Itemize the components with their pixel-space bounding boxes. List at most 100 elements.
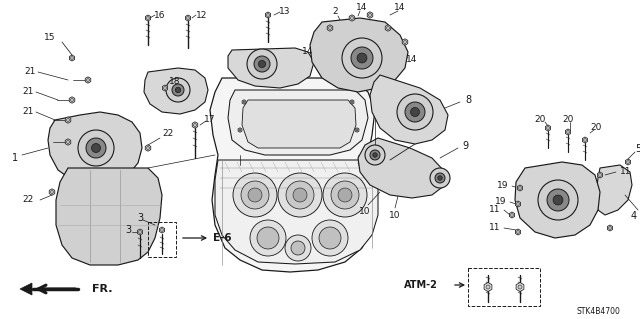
- Circle shape: [139, 231, 141, 234]
- Polygon shape: [515, 162, 600, 238]
- Circle shape: [547, 189, 569, 211]
- Polygon shape: [355, 128, 359, 132]
- Bar: [148, 222, 176, 257]
- Polygon shape: [85, 77, 91, 83]
- Circle shape: [356, 129, 358, 131]
- Circle shape: [342, 38, 382, 78]
- Polygon shape: [48, 112, 142, 185]
- Circle shape: [172, 84, 184, 96]
- Polygon shape: [56, 168, 162, 265]
- Circle shape: [435, 173, 445, 183]
- Text: 8: 8: [465, 95, 471, 105]
- Circle shape: [147, 17, 149, 19]
- Circle shape: [147, 146, 150, 149]
- Polygon shape: [145, 15, 150, 21]
- Text: 4: 4: [631, 211, 637, 221]
- Circle shape: [175, 87, 180, 93]
- Circle shape: [516, 231, 519, 234]
- Polygon shape: [515, 201, 520, 207]
- Text: 14: 14: [356, 4, 368, 12]
- Polygon shape: [367, 12, 372, 18]
- Polygon shape: [509, 212, 515, 218]
- Polygon shape: [327, 25, 333, 31]
- Polygon shape: [186, 15, 191, 21]
- Circle shape: [627, 161, 629, 163]
- Polygon shape: [607, 225, 612, 231]
- Text: 22: 22: [163, 130, 173, 138]
- Circle shape: [584, 139, 586, 141]
- Circle shape: [248, 188, 262, 202]
- Circle shape: [285, 235, 311, 261]
- Text: 22: 22: [22, 196, 34, 204]
- Polygon shape: [596, 165, 632, 215]
- Text: 9: 9: [462, 141, 468, 151]
- Polygon shape: [159, 227, 164, 233]
- Polygon shape: [370, 75, 448, 144]
- Circle shape: [86, 78, 90, 81]
- Circle shape: [67, 119, 69, 122]
- Text: 14: 14: [302, 48, 314, 56]
- Polygon shape: [228, 48, 314, 88]
- Polygon shape: [163, 85, 168, 91]
- Circle shape: [257, 227, 279, 249]
- Circle shape: [397, 94, 433, 130]
- Circle shape: [372, 153, 377, 157]
- Text: 11: 11: [488, 224, 500, 233]
- Circle shape: [70, 99, 74, 101]
- Text: 2: 2: [332, 8, 338, 17]
- Circle shape: [328, 26, 332, 29]
- Circle shape: [598, 174, 602, 176]
- Polygon shape: [242, 100, 356, 148]
- Polygon shape: [582, 137, 588, 143]
- Text: 3: 3: [125, 225, 131, 235]
- Polygon shape: [228, 90, 368, 155]
- Circle shape: [351, 101, 353, 103]
- Text: 14: 14: [394, 4, 406, 12]
- Circle shape: [538, 180, 578, 220]
- Polygon shape: [69, 97, 75, 103]
- Text: 3: 3: [137, 213, 143, 223]
- Circle shape: [250, 220, 286, 256]
- Circle shape: [86, 138, 106, 158]
- Circle shape: [331, 181, 359, 209]
- Circle shape: [518, 285, 522, 289]
- Circle shape: [319, 227, 341, 249]
- Circle shape: [566, 131, 570, 133]
- Text: 10: 10: [359, 207, 371, 217]
- Polygon shape: [402, 39, 408, 45]
- Polygon shape: [69, 55, 75, 61]
- Circle shape: [438, 176, 442, 180]
- Circle shape: [70, 57, 74, 59]
- Circle shape: [92, 144, 100, 152]
- Polygon shape: [65, 139, 71, 145]
- Circle shape: [278, 173, 322, 217]
- Circle shape: [239, 129, 241, 131]
- Text: 13: 13: [279, 8, 291, 17]
- Circle shape: [291, 241, 305, 255]
- Circle shape: [312, 220, 348, 256]
- Polygon shape: [215, 160, 378, 264]
- Circle shape: [247, 49, 277, 79]
- Polygon shape: [350, 100, 354, 104]
- Text: ATM-2: ATM-2: [404, 280, 438, 290]
- Polygon shape: [210, 78, 375, 272]
- Text: 21: 21: [22, 108, 34, 116]
- Text: E-6: E-6: [212, 233, 231, 243]
- Circle shape: [323, 173, 367, 217]
- Polygon shape: [242, 100, 246, 104]
- Text: 1: 1: [12, 153, 18, 163]
- Circle shape: [547, 127, 549, 129]
- Circle shape: [259, 60, 266, 68]
- Circle shape: [78, 130, 114, 166]
- Text: 19: 19: [497, 181, 508, 189]
- Circle shape: [267, 14, 269, 16]
- Circle shape: [161, 229, 163, 231]
- Circle shape: [164, 87, 166, 89]
- Circle shape: [405, 102, 425, 122]
- Text: STK4B4700: STK4B4700: [576, 308, 620, 316]
- Circle shape: [518, 187, 522, 189]
- Circle shape: [516, 203, 519, 205]
- Circle shape: [351, 47, 373, 69]
- Polygon shape: [20, 283, 32, 295]
- Polygon shape: [145, 145, 151, 151]
